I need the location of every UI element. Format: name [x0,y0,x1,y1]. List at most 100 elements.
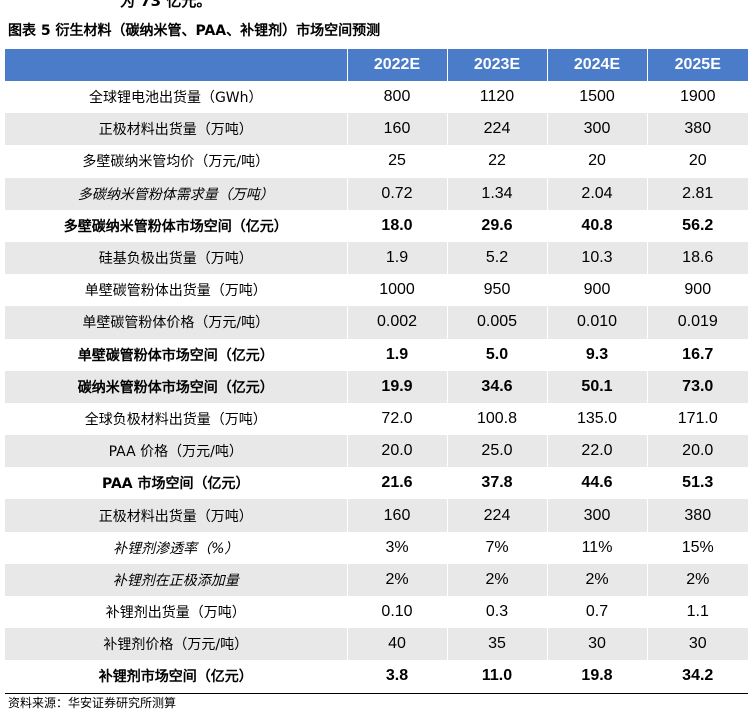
column-header-2023e: 2023E [447,49,548,81]
value-cell: 72.0 [347,402,448,436]
value-cell: 0.002 [347,306,448,339]
value-cell: 7% [447,531,548,564]
row-label: 全球负极材料出货量（万吨） [5,402,348,436]
row-label: 单壁碳管粉体出货量（万吨） [5,274,348,307]
table-row: 硅基负极出货量（万吨） 1.9 5.2 10.3 18.6 [5,241,748,275]
value-cell: 19.8 [547,660,648,694]
value-cell: 300 [547,499,648,532]
column-header-2025e: 2025E [647,49,748,81]
value-cell: 73.0 [647,370,748,403]
value-cell: 34.6 [447,370,548,403]
value-cell: 800 [347,81,448,114]
table-row: 多壁碳纳米管均价（万元/吨） 25 22 20 20 [5,145,748,178]
value-cell: 5.2 [447,241,548,275]
table-row: 单壁碳管粉体出货量（万吨） 1000 950 900 900 [5,274,748,307]
value-cell: 20 [688,152,707,170]
value-cell: 0.019 [647,306,748,339]
table-header-row: 2022E 2023E 2024E 2025E [5,49,748,81]
value-cell: 21.6 [347,467,448,500]
table-row: 碳纳米管粉体市场空间（亿元） 19.9 34.6 50.1 73.0 [5,370,748,403]
value-cell: 0.010 [547,306,648,339]
row-label: 硅基负极出货量（万吨） [5,241,348,275]
value-cell: 2% [547,563,648,596]
value-cell: 56.2 [682,216,714,234]
value-cell: 20.0 [647,435,748,468]
value-cell: 2.81 [647,177,748,210]
value-cell: 10.3 [547,241,648,275]
value-cell: 380 [647,113,748,146]
value-cell: 2% [647,563,748,596]
table-row: 补锂剂价格（万元/吨） 40 35 30 30 [5,628,748,661]
value-cell: 18.0 [347,209,448,242]
table-row: 单壁碳管粉体市场空间（亿元） 1.9 5.0 9.3 16.7 [5,338,748,371]
value-cell: 2.04 [547,177,648,210]
value-cell: 1900 [679,88,716,106]
row-label: 补锂剂渗透率（%） [5,531,348,564]
value-cell: 1.9 [347,241,448,275]
table-row: 单壁碳管粉体价格（万元/吨） 0.002 0.005 0.010 0.019 [5,306,748,339]
value-cell: 0.10 [347,596,448,629]
value-cell: 1.1 [686,603,709,621]
value-cell: 1.9 [347,338,448,371]
value-cell: 1500 [547,81,648,114]
value-cell: 300 [547,113,648,146]
value-cell: 3% [347,531,448,564]
value-cell: 25 [347,145,448,178]
column-header-2022e: 2022E [347,49,448,81]
value-cell: 22.0 [547,435,648,468]
value-cell: 25.0 [447,435,548,468]
value-cell: 2% [447,563,548,596]
value-cell: 20.0 [347,435,448,468]
row-label: 单壁碳管粉体价格（万元/吨） [5,306,348,339]
value-cell: 0.3 [447,596,548,629]
value-cell: 0.7 [547,596,648,629]
column-header-label [5,49,348,81]
value-cell: 18.6 [647,241,748,275]
value-cell: 20 [547,145,648,178]
row-label: 正极材料出货量（万吨） [5,499,348,532]
row-label: 正极材料出货量（万吨） [5,113,348,146]
value-cell: 11.0 [447,660,548,694]
row-label: 补锂剂市场空间（亿元） [5,660,348,694]
table-row: PAA 市场空间（亿元） 21.6 37.8 44.6 51.3 [5,467,748,500]
source-note: 资料来源：华安证券研究所测算 [8,696,177,710]
previous-paragraph-tail: 为 73 亿元。 [120,0,212,10]
column-header-2024e: 2024E [547,49,648,81]
value-cell: 9.3 [547,338,648,371]
table-row: 补锂剂出货量（万吨） 0.10 0.3 0.7 1.1 [5,596,748,629]
value-cell: 0.72 [347,177,448,210]
table-row: 补锂剂渗透率（%） 3% 7% 11% 15% [5,531,748,564]
value-cell: 160 [347,499,448,532]
value-cell: 1.34 [447,177,548,210]
value-cell: 1000 [347,274,448,307]
value-cell: 5.0 [447,338,548,371]
table-row: PAA 价格（万元/吨） 20.0 25.0 22.0 20.0 [5,435,748,468]
value-cell: 30 [547,628,648,661]
table-row: 补锂剂市场空间（亿元） 3.8 11.0 19.8 34.2 [5,660,748,694]
value-cell: 100.8 [447,402,548,436]
value-cell: 3.8 [347,660,448,694]
value-cell: 40 [347,628,448,661]
row-label: 多壁碳纳米管均价（万元/吨） [5,145,348,178]
forecast-table: 2022E 2023E 2024E 2025E 全球锂电池出货量（GWh） 800… [5,49,748,694]
value-cell: 135.0 [547,402,648,436]
value-cell: 171.0 [677,409,718,427]
value-cell: 15% [681,538,714,556]
value-cell: 34.2 [647,660,748,694]
table-row: 全球负极材料出货量（万吨） 72.0 100.8 135.0 171.0 [5,402,748,436]
row-label: 补锂剂出货量（万吨） [5,596,348,629]
table-row: 多碳纳米管粉体需求量（万吨） 0.72 1.34 2.04 2.81 [5,177,748,210]
value-cell: 224 [447,113,548,146]
value-cell: 22 [447,145,548,178]
row-label: 碳纳米管粉体市场空间（亿元） [5,370,348,403]
table-row: 全球锂电池出货量（GWh） 800 1120 1500 1900 [5,81,748,114]
value-cell: 0.005 [447,306,548,339]
value-cell: 37.8 [447,467,548,500]
value-cell: 900 [684,281,712,299]
row-label: PAA 价格（万元/吨） [5,435,348,468]
value-cell: 50.1 [547,370,648,403]
value-cell: 11% [547,531,648,564]
value-cell: 40.8 [547,209,648,242]
row-label: 多碳纳米管粉体需求量（万吨） [5,177,348,210]
row-label: PAA 市场空间（亿元） [5,467,348,500]
